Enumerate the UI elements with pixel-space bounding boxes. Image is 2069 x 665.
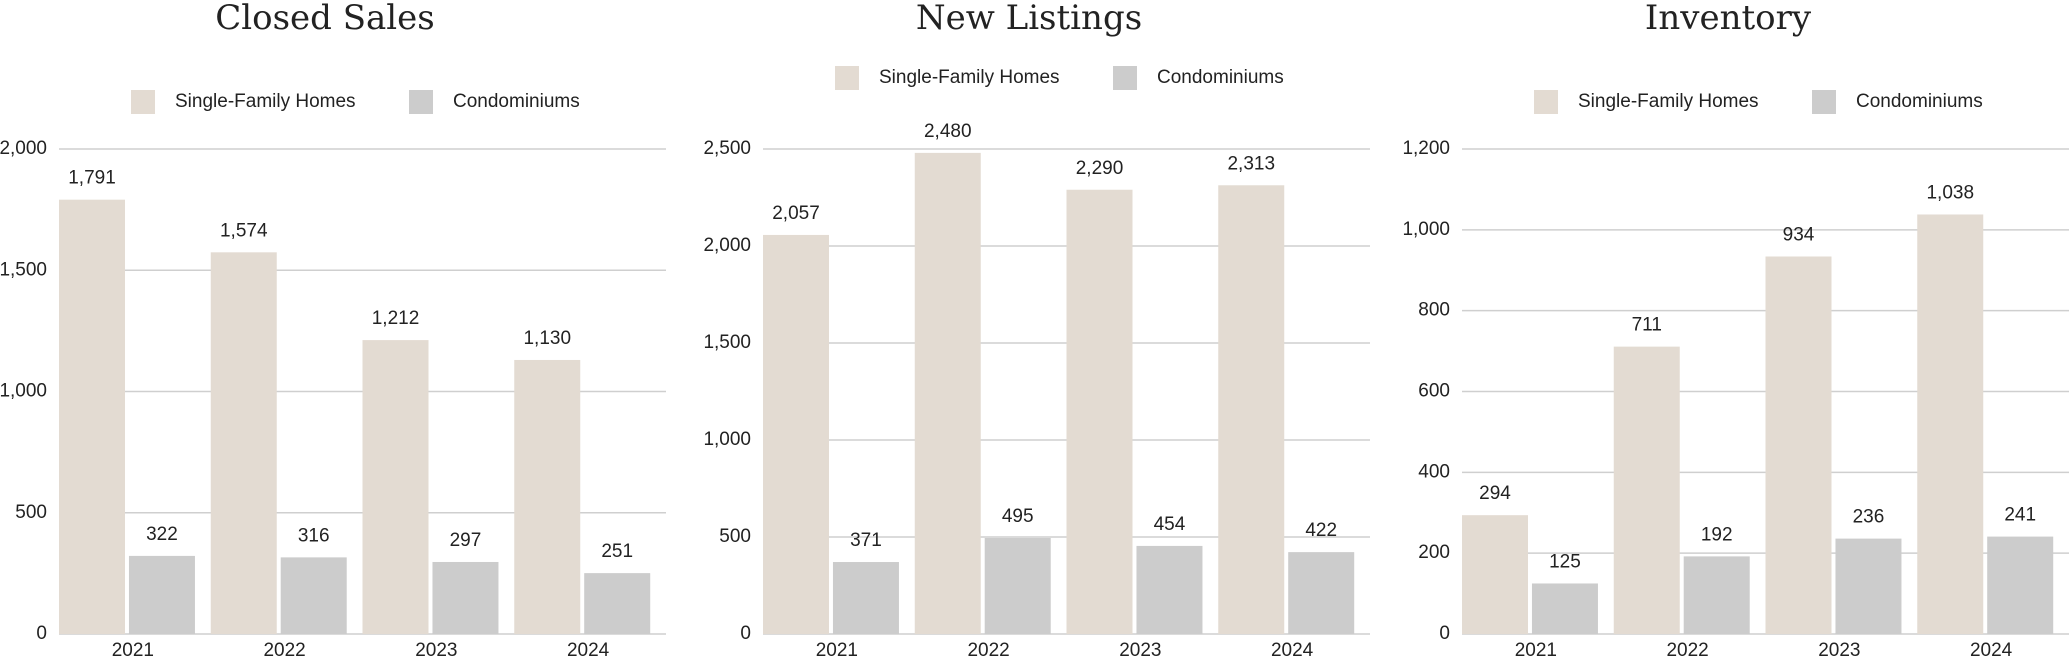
x-tick-label: 2024	[1271, 640, 1314, 661]
bar	[1462, 515, 1528, 634]
legend-label: Condominiums	[1157, 67, 1284, 88]
bar	[210, 252, 277, 634]
value-label: 1,212	[372, 308, 420, 329]
chart-title: Closed Sales	[215, 0, 435, 38]
bar	[763, 234, 829, 634]
legend-label: Single-Family Homes	[175, 91, 356, 112]
legend-swatch	[1113, 66, 1137, 90]
bar	[984, 537, 1051, 634]
x-tick-label: 2024	[1970, 640, 2013, 661]
y-tick-label: 1,000	[703, 429, 751, 450]
value-label: 2,057	[772, 203, 820, 224]
value-label: 192	[1701, 524, 1733, 545]
value-label: 2,290	[1076, 158, 1124, 179]
value-label: 297	[450, 530, 482, 551]
value-label: 2,480	[924, 121, 972, 142]
y-tick-label: 400	[1418, 461, 1450, 482]
x-tick-label: 2023	[1818, 640, 1860, 661]
y-tick-label: 200	[1418, 542, 1450, 563]
value-label: 934	[1783, 225, 1815, 246]
x-tick-label: 2022	[967, 640, 1009, 661]
y-tick-label: 1,000	[0, 381, 47, 402]
value-label: 322	[146, 524, 178, 545]
y-tick-label: 600	[1418, 381, 1450, 402]
y-tick-label: 0	[1439, 623, 1450, 644]
bar	[1835, 538, 1902, 634]
y-tick-label: 2,000	[703, 235, 751, 256]
legend-swatch	[835, 66, 859, 90]
y-tick-label: 1,200	[1402, 138, 1450, 159]
bar	[1613, 346, 1680, 634]
value-label: 1,574	[220, 220, 268, 241]
value-label: 294	[1479, 483, 1511, 504]
value-label: 236	[1853, 507, 1885, 528]
bar	[128, 555, 195, 634]
value-label: 495	[1002, 506, 1034, 527]
legend-label: Single-Family Homes	[1578, 91, 1759, 112]
bar	[362, 340, 429, 634]
x-tick-label: 2024	[567, 640, 610, 661]
value-label: 1,791	[68, 168, 116, 189]
value-label: 1,130	[523, 328, 571, 349]
bar	[1987, 536, 2054, 634]
bar	[1066, 189, 1133, 635]
x-tick-label: 2023	[415, 640, 457, 661]
bar	[1765, 256, 1832, 634]
bar	[914, 152, 981, 634]
y-tick-label: 1,000	[1402, 219, 1450, 240]
bar	[1683, 556, 1750, 634]
x-tick-label: 2021	[112, 640, 154, 661]
value-label: 371	[850, 530, 882, 551]
value-label: 241	[2004, 505, 2036, 526]
value-label: 125	[1549, 551, 1581, 572]
value-label: 251	[601, 541, 633, 562]
bar	[584, 573, 651, 634]
legend-label: Single-Family Homes	[879, 67, 1060, 88]
legend-swatch	[1812, 90, 1836, 114]
legend-label: Condominiums	[1856, 91, 1983, 112]
legend-swatch	[131, 90, 155, 114]
value-label: 454	[1154, 514, 1186, 535]
bar	[1531, 583, 1598, 634]
legend-label: Condominiums	[453, 91, 580, 112]
bar	[1136, 545, 1203, 634]
y-tick-label: 1,500	[703, 332, 751, 353]
legend-swatch	[409, 90, 433, 114]
legend-swatch	[1534, 90, 1558, 114]
bar	[832, 562, 899, 634]
x-tick-label: 2021	[1515, 640, 1557, 661]
y-tick-label: 800	[1418, 300, 1450, 321]
value-label: 422	[1305, 520, 1337, 541]
bar	[1917, 214, 1984, 634]
x-tick-label: 2022	[1666, 640, 1708, 661]
bar	[514, 359, 581, 634]
value-label: 1,038	[1926, 182, 1974, 203]
y-tick-label: 2,000	[0, 138, 47, 159]
bar	[432, 561, 499, 634]
chart-title: Inventory	[1645, 0, 1812, 38]
value-label: 2,313	[1227, 153, 1275, 174]
bar	[1218, 185, 1285, 634]
y-tick-label: 500	[15, 502, 47, 523]
chart-title: New Listings	[916, 0, 1142, 38]
bar	[280, 557, 347, 634]
bar	[1288, 552, 1355, 634]
value-label: 711	[1632, 315, 1662, 336]
y-tick-label: 2,500	[703, 138, 751, 159]
y-tick-label: 0	[740, 623, 751, 644]
x-tick-label: 2022	[263, 640, 305, 661]
y-tick-label: 0	[36, 623, 47, 644]
x-tick-label: 2023	[1119, 640, 1161, 661]
value-label: 316	[298, 525, 330, 546]
y-tick-label: 500	[719, 526, 751, 547]
bar	[59, 199, 125, 634]
y-tick-label: 1,500	[0, 259, 47, 280]
x-tick-label: 2021	[816, 640, 858, 661]
